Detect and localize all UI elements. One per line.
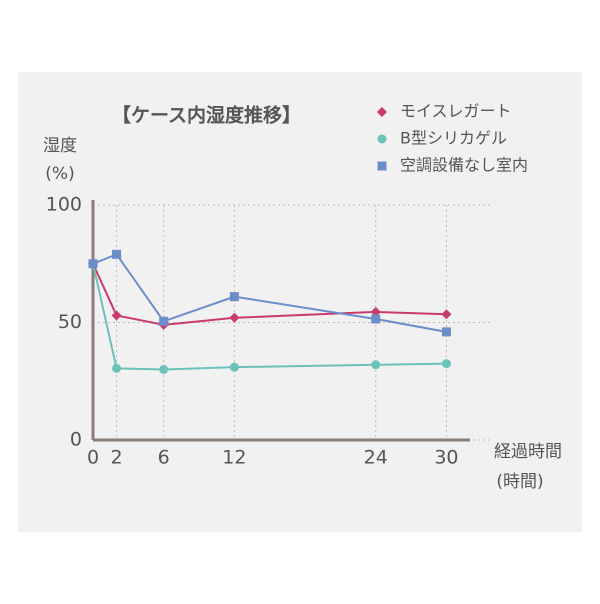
marker bbox=[88, 259, 98, 269]
marker bbox=[377, 134, 387, 144]
chart-title: 【ケース内湿度推移】 bbox=[112, 104, 301, 127]
marker bbox=[229, 362, 239, 372]
legend-label: B型シリカゲル bbox=[400, 129, 507, 148]
y-tick-label: 50 bbox=[58, 311, 82, 333]
marker bbox=[371, 314, 381, 324]
marker bbox=[159, 316, 169, 326]
marker bbox=[370, 306, 381, 317]
marker bbox=[229, 292, 239, 302]
y-axis-label: (%) bbox=[45, 164, 74, 184]
x-axis-label: 経過時間 bbox=[494, 442, 562, 462]
marker bbox=[377, 107, 387, 117]
legend-label: 空調設備なし室内 bbox=[400, 156, 528, 175]
y-tick-label: 100 bbox=[46, 194, 82, 216]
marker bbox=[441, 309, 452, 320]
x-tick-label: 12 bbox=[222, 447, 246, 469]
x-tick-label: 6 bbox=[158, 447, 170, 469]
series-line bbox=[92, 263, 447, 371]
marker bbox=[111, 310, 122, 321]
x-tick-label: 30 bbox=[434, 447, 458, 469]
x-tick-label: 24 bbox=[364, 447, 388, 469]
marker bbox=[159, 365, 169, 374]
x-tick-label: 0 bbox=[87, 447, 99, 469]
marker bbox=[377, 161, 387, 171]
y-axis-label: 湿度 bbox=[43, 136, 77, 156]
marker bbox=[112, 249, 122, 259]
marker bbox=[441, 327, 451, 337]
panel bbox=[18, 72, 582, 532]
x-axis-label: (時間) bbox=[496, 472, 543, 492]
marker bbox=[112, 363, 122, 373]
series-line bbox=[92, 263, 447, 326]
x-tick-label: 2 bbox=[111, 447, 123, 469]
marker bbox=[441, 359, 451, 369]
legend-label: モイスレガート bbox=[400, 102, 512, 121]
y-tick-label: 0 bbox=[70, 429, 82, 451]
marker bbox=[229, 312, 240, 323]
marker bbox=[371, 360, 381, 370]
